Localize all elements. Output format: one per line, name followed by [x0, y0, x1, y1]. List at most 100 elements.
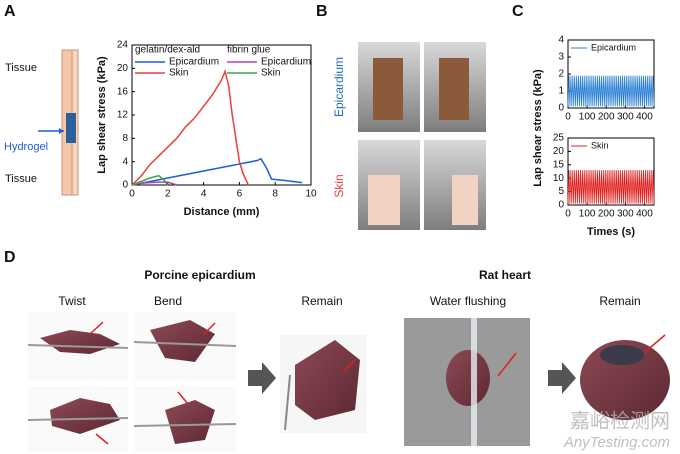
forceps: [133, 423, 237, 427]
photos-b: Epicardium Skin: [332, 42, 486, 230]
forceps: [284, 374, 291, 431]
x-tick-label: 4: [201, 189, 207, 200]
red-arrow: [177, 391, 189, 405]
x-tick-label: 400: [636, 112, 653, 123]
series-line: [131, 68, 250, 186]
photo-sample: [439, 58, 469, 120]
heart: [580, 340, 670, 420]
y-tick-label: 8: [122, 133, 128, 144]
panel-label: D: [4, 249, 16, 266]
legend-label: Skin: [169, 68, 188, 79]
legend-label: Skin: [591, 140, 609, 150]
x-axis-label: Times (s): [587, 226, 635, 238]
x-tick-label: 0: [565, 112, 571, 123]
y-tick-label: 0: [558, 200, 564, 211]
x-tick-label: 400: [636, 209, 653, 220]
red-arrow: [202, 322, 216, 336]
red-arrow: [644, 334, 666, 353]
flow-arrow: [548, 362, 576, 394]
x-tick-label: 6: [237, 189, 243, 200]
schematic-label: Hydrogel: [4, 141, 48, 153]
photo-caption: Twist: [58, 294, 86, 308]
photo-caption: Remain: [599, 294, 640, 308]
forceps: [133, 341, 237, 347]
y-tick-label: 20: [117, 63, 129, 74]
y-axis-label: Lap shear stress (kPa): [532, 69, 544, 187]
y-tick-label: 25: [553, 133, 565, 144]
legend-label: Epicardium: [169, 57, 219, 68]
series-line: [131, 181, 177, 186]
x-tick-label: 300: [617, 209, 634, 220]
legend-label: Skin: [261, 68, 280, 79]
group-title: Rat heart: [479, 268, 531, 282]
red-arrow: [95, 433, 109, 445]
x-tick-label: 200: [598, 112, 615, 123]
y-tick-label: 10: [553, 173, 565, 184]
legend-title: fibrin glue: [227, 45, 271, 56]
red-arrow: [89, 321, 104, 335]
y-tick-label: 5: [558, 186, 564, 197]
hydrogel-patch: [600, 345, 644, 365]
y-tick-label: 3: [558, 52, 564, 63]
x-tick-label: 200: [598, 209, 615, 220]
tissue: [150, 320, 215, 362]
forceps: [27, 344, 129, 349]
group-title: Porcine epicardium: [144, 268, 255, 282]
x-tick-label: 0: [129, 189, 135, 200]
schematic-label: Tissue: [5, 62, 37, 74]
schematic: Tissue Hydrogel Tissue: [4, 49, 79, 196]
red-arrow: [342, 359, 356, 373]
row-label: Skin: [332, 174, 346, 197]
panel-label: C: [512, 3, 524, 20]
photo-caption: Water flushing: [430, 294, 506, 308]
forceps: [27, 417, 129, 421]
x-tick-label: 2: [165, 189, 171, 200]
panel-label: B: [316, 3, 328, 20]
legend-label: Epicardium: [591, 42, 636, 52]
photo-sample: [452, 175, 478, 225]
red-arrows: [89, 321, 666, 445]
y-tick-label: 0: [558, 103, 564, 114]
legend-label: Epicardium: [261, 57, 311, 68]
photo-caption: Remain: [301, 294, 342, 308]
schematic-label: Tissue: [5, 173, 37, 185]
pointer-head: [59, 128, 64, 134]
y-tick-label: 24: [117, 40, 129, 51]
water-stream: [471, 318, 477, 446]
series-line: [567, 75, 655, 107]
flow-arrow: [248, 362, 276, 394]
y-axis-label: Lap shear stress (kPa): [96, 56, 108, 174]
panel-d: Porcine epicardium Rat heart Twist Bend …: [27, 268, 670, 452]
y-tick-label: 12: [117, 110, 129, 121]
photo-sample: [373, 58, 403, 120]
photo-caption: Bend: [154, 294, 182, 308]
plot-frame: [567, 137, 655, 206]
x-tick-label: 8: [272, 189, 278, 200]
x-axis-label: Distance (mm): [184, 206, 260, 218]
x-tick-label: 300: [617, 112, 634, 123]
photo-sample: [368, 175, 400, 225]
legend-title: gelatin/dex-ald: [135, 45, 200, 56]
series-line: [567, 170, 655, 204]
series-line: [131, 174, 169, 186]
x-tick-label: 0: [565, 209, 571, 220]
y-tick-label: 15: [553, 159, 565, 170]
y-tick-label: 2: [558, 69, 564, 80]
series-line: [131, 157, 303, 186]
heart: [446, 350, 490, 406]
y-tick-label: 4: [122, 156, 128, 167]
x-tick-label: 100: [579, 209, 596, 220]
panel-label: A: [4, 3, 16, 20]
watermark: 嘉峪检测网: [570, 409, 670, 432]
tissue: [165, 400, 215, 444]
row-label: Epicardium: [332, 57, 346, 117]
watermark: AnyTesting.com: [563, 434, 670, 451]
tissue: [50, 398, 120, 434]
y-tick-label: 4: [558, 35, 564, 46]
hydrogel-layer: [66, 113, 76, 143]
y-tick-label: 20: [553, 146, 565, 157]
x-tick-label: 100: [579, 112, 596, 123]
tissue: [295, 340, 360, 420]
red-arrow: [497, 352, 517, 377]
